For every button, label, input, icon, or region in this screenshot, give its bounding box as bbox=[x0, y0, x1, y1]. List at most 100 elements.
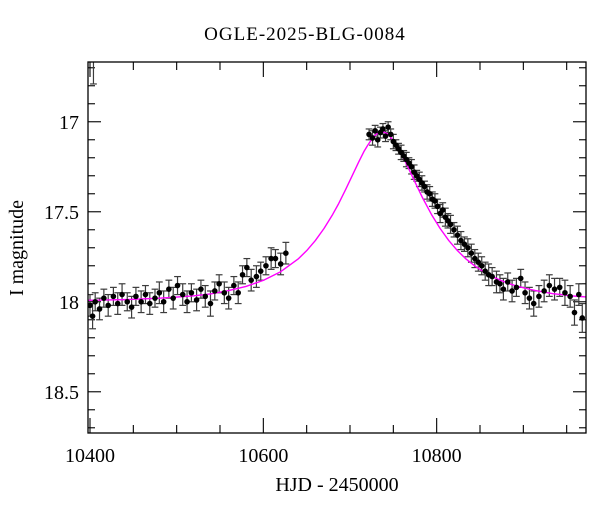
data-point bbox=[124, 298, 131, 305]
data-point bbox=[225, 295, 232, 301]
data-point bbox=[468, 250, 475, 256]
plot-content: 10400 10600 10800 17 17.5 18 18.5 bbox=[44, 52, 586, 467]
data-point bbox=[366, 131, 372, 138]
data-point bbox=[513, 284, 520, 291]
data-point bbox=[235, 289, 241, 296]
data-point bbox=[536, 293, 542, 300]
data-point bbox=[142, 291, 149, 298]
data-point bbox=[146, 300, 153, 307]
data-point bbox=[472, 255, 478, 262]
data-point bbox=[562, 289, 568, 296]
data-point bbox=[579, 315, 586, 321]
data-point bbox=[277, 261, 284, 267]
data-point bbox=[257, 268, 264, 274]
data-point bbox=[244, 264, 250, 271]
data-point bbox=[517, 275, 524, 282]
data-point bbox=[89, 313, 96, 319]
data-point bbox=[198, 286, 204, 292]
data-point bbox=[526, 295, 533, 301]
data-point bbox=[114, 300, 121, 307]
plot-box bbox=[87, 61, 587, 434]
data-point bbox=[434, 203, 441, 210]
data-point bbox=[571, 309, 578, 316]
data-point bbox=[92, 298, 98, 305]
data-point bbox=[509, 288, 515, 294]
data-point bbox=[465, 244, 471, 251]
data-point bbox=[551, 286, 558, 292]
data-point bbox=[188, 289, 195, 296]
data-point bbox=[380, 126, 386, 132]
data-point bbox=[374, 136, 381, 143]
data-point bbox=[268, 255, 274, 262]
data-point bbox=[385, 124, 391, 130]
data-point bbox=[482, 268, 489, 274]
data-point bbox=[461, 241, 468, 247]
x-tick-label: 10400 bbox=[65, 445, 115, 467]
data-point bbox=[382, 133, 389, 139]
data-point bbox=[497, 280, 503, 287]
y-tick-label: 17.5 bbox=[44, 202, 79, 224]
data-point bbox=[138, 298, 144, 305]
data-point bbox=[408, 163, 415, 170]
data-point bbox=[174, 282, 181, 289]
data-point bbox=[170, 295, 176, 301]
data-point bbox=[454, 232, 461, 238]
data-point bbox=[239, 271, 246, 278]
y-tick-label: 18.5 bbox=[44, 382, 79, 404]
data-point bbox=[211, 288, 218, 294]
data-point bbox=[272, 255, 279, 262]
data-point bbox=[500, 286, 507, 292]
y-tick-label: 18 bbox=[59, 292, 79, 314]
data-point bbox=[96, 306, 103, 312]
data-layer bbox=[88, 52, 586, 333]
data-point bbox=[179, 291, 186, 298]
data-point bbox=[166, 286, 172, 292]
data-point bbox=[567, 293, 573, 300]
y-axis-label: I magnitude bbox=[6, 200, 28, 296]
data-point bbox=[369, 135, 376, 141]
data-point bbox=[263, 262, 269, 269]
data-point bbox=[283, 250, 289, 256]
data-point bbox=[475, 259, 482, 265]
data-point bbox=[253, 273, 260, 280]
data-point bbox=[152, 295, 158, 301]
data-point bbox=[372, 127, 378, 134]
data-point bbox=[489, 273, 495, 280]
data-point bbox=[504, 279, 511, 285]
data-point bbox=[133, 293, 139, 300]
model-curve bbox=[88, 130, 586, 302]
data-point bbox=[478, 262, 485, 269]
data-point bbox=[426, 190, 433, 197]
data-point bbox=[207, 300, 214, 307]
data-point bbox=[387, 131, 394, 138]
data-point bbox=[248, 277, 254, 283]
data-point bbox=[439, 207, 446, 213]
data-point bbox=[160, 298, 167, 305]
data-point bbox=[447, 221, 454, 228]
x-tick-label: 10600 bbox=[238, 445, 288, 467]
data-point bbox=[556, 284, 563, 291]
data-point bbox=[216, 280, 222, 287]
data-point bbox=[105, 302, 111, 309]
data-point bbox=[202, 293, 209, 300]
y-tick-label: 17 bbox=[59, 112, 79, 134]
data-point bbox=[91, 52, 97, 58]
data-point bbox=[451, 226, 457, 233]
data-point bbox=[128, 304, 135, 310]
data-point bbox=[530, 300, 537, 307]
data-point bbox=[231, 282, 237, 289]
data-point bbox=[193, 297, 200, 303]
data-point bbox=[88, 302, 93, 309]
data-point bbox=[421, 183, 428, 190]
data-point bbox=[184, 298, 190, 305]
data-point bbox=[546, 282, 553, 289]
x-tick-label: 10800 bbox=[412, 445, 462, 467]
data-point bbox=[458, 237, 464, 244]
data-point bbox=[576, 291, 582, 298]
data-point bbox=[541, 288, 547, 294]
chart-title: OGLE-2025-BLG-0084 bbox=[204, 24, 406, 45]
data-point bbox=[432, 198, 438, 204]
data-point bbox=[522, 289, 528, 296]
